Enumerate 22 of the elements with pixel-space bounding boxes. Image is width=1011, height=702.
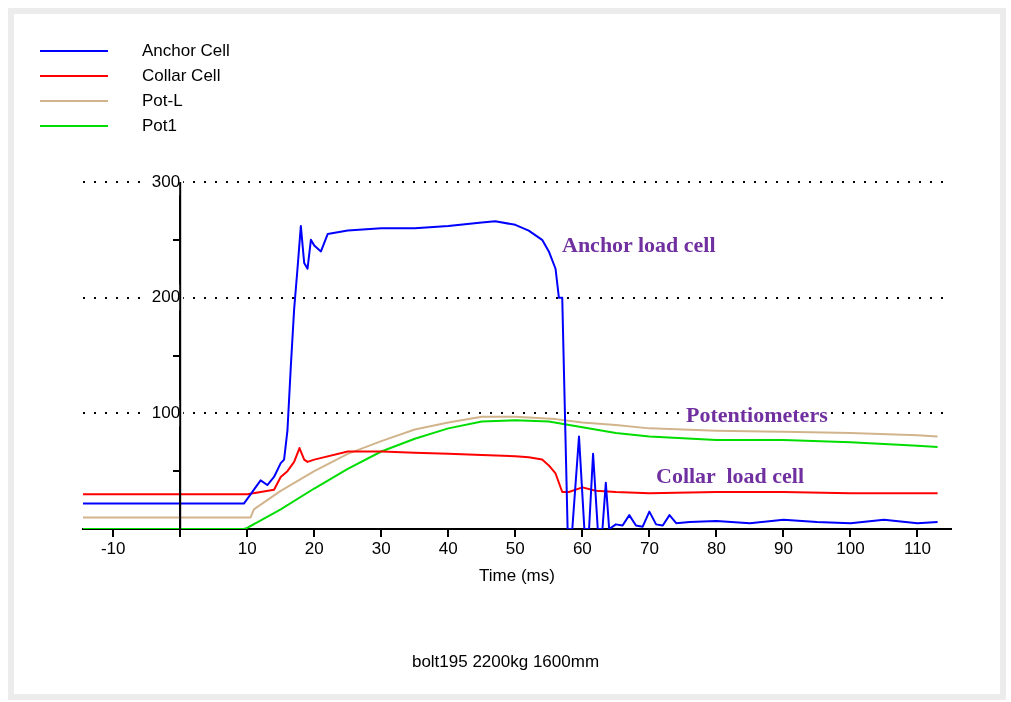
x-axis-title: Time (ms) [479, 566, 555, 586]
x-tick-label: 110 [903, 538, 932, 558]
legend-label: Collar Cell [142, 65, 221, 86]
x-tick-label: 50 [505, 538, 525, 558]
x-tick-label: 40 [438, 538, 458, 558]
x-tick-label: 20 [304, 538, 324, 558]
annotation: Collar load cell [656, 462, 805, 488]
x-tick-label: 60 [572, 538, 592, 558]
x-tick-label: 10 [237, 538, 257, 558]
x-tick-label: -10 [100, 538, 126, 558]
legend-label: Pot-L [142, 90, 183, 111]
annotation: Potentiometers [686, 401, 829, 427]
x-tick-label: 30 [371, 538, 391, 558]
x-tick-label: 70 [639, 538, 659, 558]
legend-label: Anchor Cell [142, 40, 230, 61]
x-tick-label: 80 [706, 538, 726, 558]
text: bolt195 2200kg 1600mm [410, 652, 601, 672]
annotation: Anchor load cell [562, 231, 716, 257]
y-tick-label: 300 [151, 171, 181, 191]
x-tick-label: 100 [836, 538, 865, 558]
x-tick-label: 90 [773, 538, 793, 558]
legend-label: Pot1 [142, 115, 177, 136]
